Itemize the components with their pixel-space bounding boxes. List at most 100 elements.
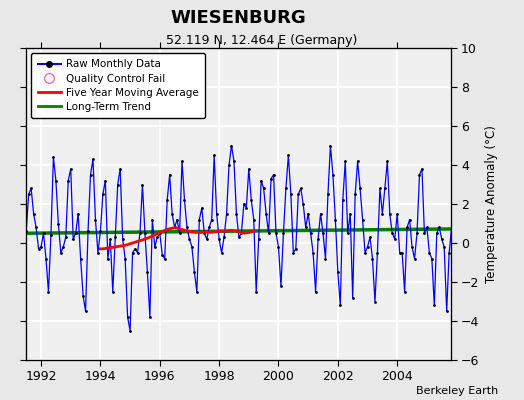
Point [457,230,466,236]
Point [232,210,241,217]
Point [445,250,453,256]
Point [32,224,40,230]
Point [373,250,381,256]
Point [124,314,132,320]
Point [158,252,167,258]
Point [44,288,52,295]
Point [220,234,228,240]
Point [71,230,80,236]
Point [326,142,335,149]
Point [188,244,196,250]
Point [274,244,282,250]
Point [314,236,322,242]
Point [267,176,275,182]
Point [212,210,221,217]
Point [69,236,78,242]
Point [262,210,270,217]
Point [195,216,203,223]
Point [420,230,429,236]
Point [168,210,176,217]
Point [435,224,443,230]
Point [22,228,30,234]
Point [121,255,129,262]
Point [418,166,426,172]
Point [173,216,181,223]
Point [341,158,350,164]
Point [321,255,330,262]
Point [277,283,285,289]
Point [42,255,50,262]
Point [54,220,62,227]
Point [143,269,151,276]
Point [25,191,33,198]
Point [287,191,295,198]
Point [99,191,107,198]
Text: Berkeley Earth: Berkeley Earth [416,386,498,396]
Point [477,224,486,230]
Point [67,166,75,172]
Point [217,250,226,256]
Point [62,234,70,240]
Point [185,236,194,242]
Point [208,216,216,223]
Point [49,154,58,160]
Point [316,210,325,217]
Point [141,230,149,236]
Point [170,224,179,230]
Point [111,234,119,240]
Point [79,292,88,299]
Point [77,255,85,262]
Point [380,185,389,192]
Point [366,234,374,240]
Point [106,236,114,242]
Text: 52.119 N, 12.464 E (Germany): 52.119 N, 12.464 E (Germany) [166,34,358,47]
Point [215,236,223,242]
Point [447,224,456,230]
Point [433,230,441,236]
Point [354,158,362,164]
Point [176,230,184,236]
Point [386,210,394,217]
Point [470,224,478,230]
Point [279,230,288,236]
Point [242,205,250,211]
Point [235,234,243,240]
Point [462,216,471,223]
Point [383,158,391,164]
Point [166,172,174,178]
Point [408,244,416,250]
Point [29,210,38,217]
Point [438,236,446,242]
Point [299,201,308,207]
Point [390,236,399,242]
Point [200,230,209,236]
Title: WIESENBURG: WIESENBURG [170,9,307,27]
Point [190,269,199,276]
Point [257,178,265,184]
Point [153,234,161,240]
Point [91,216,100,223]
Point [86,172,95,178]
Point [455,172,463,178]
Point [245,166,253,172]
Point [475,220,483,227]
Point [378,210,387,217]
Point [376,185,384,192]
Legend: Raw Monthly Data, Quality Control Fail, Five Year Moving Average, Long-Term Tren: Raw Monthly Data, Quality Control Fail, … [31,53,205,118]
Point [47,232,55,238]
Point [37,244,45,250]
Point [324,191,332,198]
Point [116,166,124,172]
Point [94,250,102,256]
Point [400,288,409,295]
Point [133,250,141,256]
Point [289,250,298,256]
Point [403,224,411,230]
Point [460,224,468,230]
Point [138,181,147,188]
Point [351,191,359,198]
Point [430,302,439,309]
Point [465,224,473,230]
Point [371,298,379,305]
Point [89,156,97,162]
